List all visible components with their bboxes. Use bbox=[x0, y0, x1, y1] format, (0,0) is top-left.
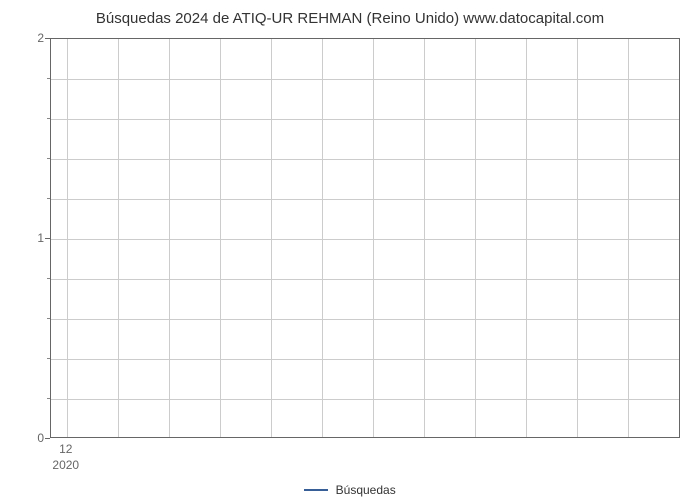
gridline-h bbox=[51, 199, 679, 200]
gridline-v bbox=[373, 39, 374, 437]
legend-line bbox=[304, 489, 328, 491]
gridline-v bbox=[475, 39, 476, 437]
y-minor-tick bbox=[47, 78, 50, 79]
y-minor-tick bbox=[47, 398, 50, 399]
y-tick-mark bbox=[45, 238, 50, 239]
gridline-h bbox=[51, 79, 679, 80]
gridline-h bbox=[51, 119, 679, 120]
gridline-h bbox=[51, 239, 679, 240]
y-minor-tick bbox=[47, 158, 50, 159]
y-tick-mark bbox=[45, 438, 50, 439]
x-year-label: 2020 bbox=[52, 458, 79, 472]
gridline-v bbox=[526, 39, 527, 437]
gridline-v bbox=[322, 39, 323, 437]
gridline-v bbox=[577, 39, 578, 437]
y-tick-label: 1 bbox=[37, 231, 44, 245]
gridline-v bbox=[424, 39, 425, 437]
chart-container: Búsquedas 2024 de ATIQ-UR REHMAN (Reino … bbox=[0, 10, 700, 500]
gridline-v bbox=[67, 39, 68, 437]
y-tick-label: 0 bbox=[37, 431, 44, 445]
y-minor-tick bbox=[47, 358, 50, 359]
y-tick-mark bbox=[45, 38, 50, 39]
y-minor-tick bbox=[47, 318, 50, 319]
gridline-h bbox=[51, 399, 679, 400]
gridline-v bbox=[169, 39, 170, 437]
gridline-v bbox=[271, 39, 272, 437]
y-minor-tick bbox=[47, 198, 50, 199]
plot-area bbox=[50, 38, 680, 438]
gridline-h bbox=[51, 359, 679, 360]
gridline-v bbox=[628, 39, 629, 437]
legend-label: Búsquedas bbox=[336, 483, 396, 497]
gridline-h bbox=[51, 159, 679, 160]
gridline-h bbox=[51, 319, 679, 320]
y-minor-tick bbox=[47, 278, 50, 279]
y-minor-tick bbox=[47, 118, 50, 119]
legend: Búsquedas bbox=[0, 482, 700, 497]
gridline-v bbox=[220, 39, 221, 437]
gridline-h bbox=[51, 279, 679, 280]
y-tick-label: 2 bbox=[37, 31, 44, 45]
chart-title: Búsquedas 2024 de ATIQ-UR REHMAN (Reino … bbox=[0, 10, 700, 27]
x-tick-label: 12 bbox=[59, 442, 72, 456]
gridline-v bbox=[118, 39, 119, 437]
